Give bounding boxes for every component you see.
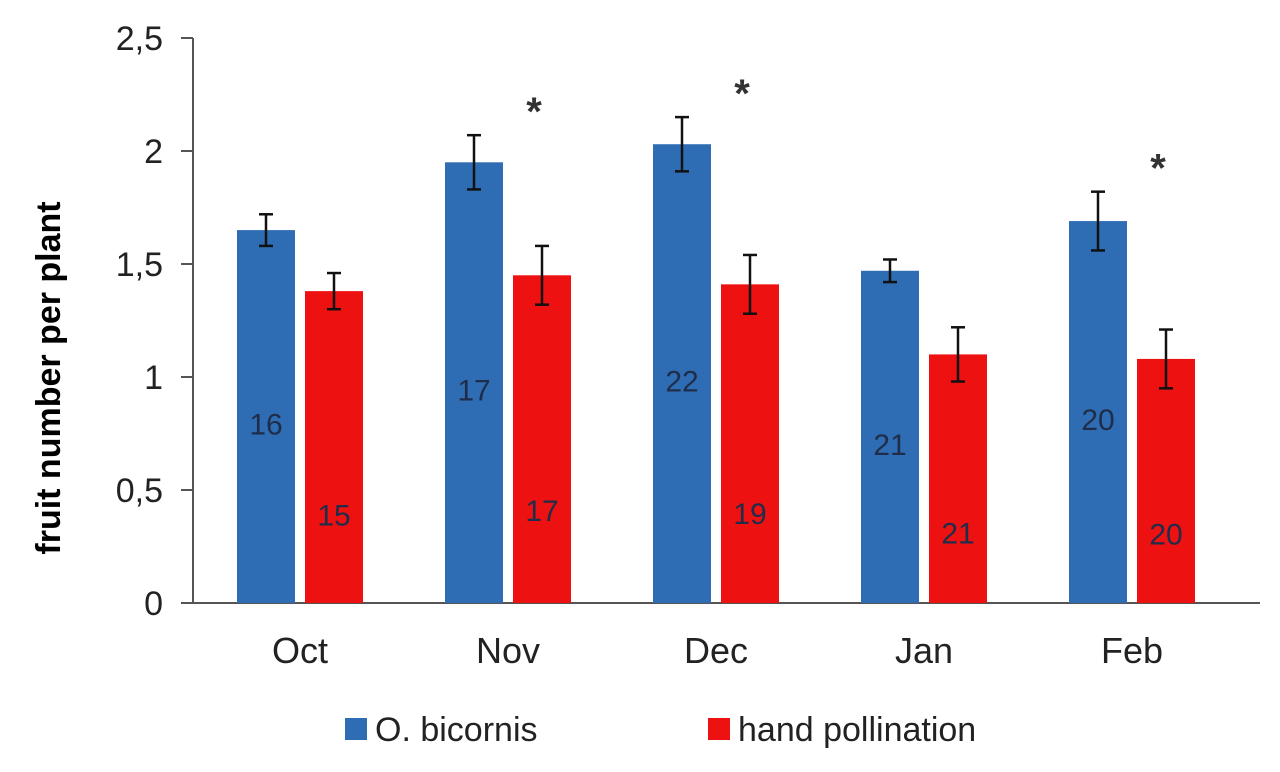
bar	[653, 144, 711, 603]
bar	[861, 270, 919, 603]
y-axis-label: fruit number per plant	[30, 201, 68, 554]
y-tick-label: 2,5	[116, 20, 163, 58]
bars: 16 15 17 17 * 22 19 * 21 21 20 20 *	[237, 72, 1195, 604]
bar-label: 22	[665, 366, 698, 399]
bar-label: 21	[873, 429, 906, 462]
bar	[237, 230, 295, 603]
legend: O. bicornis hand pollination	[345, 711, 976, 749]
x-tick-label: Feb	[1101, 630, 1163, 671]
significance-marker: *	[526, 90, 542, 134]
x-axis: Oct Nov Dec Jan Feb	[193, 602, 1260, 671]
legend-label: hand pollination	[738, 711, 976, 749]
bar-label: 17	[457, 375, 490, 408]
bar	[445, 162, 503, 604]
legend-label: O. bicornis	[375, 711, 538, 749]
y-axis: 0 0,5 1 1,5 2 2,5	[116, 20, 194, 623]
y-tick-label: 1	[144, 359, 163, 397]
bar-label: 21	[941, 517, 974, 550]
significance-marker: *	[1150, 147, 1166, 191]
bar-label: 19	[733, 498, 766, 531]
y-tick-label: 0,5	[116, 472, 163, 510]
x-tick-label: Oct	[272, 630, 328, 671]
y-tick-label: 0	[144, 585, 163, 623]
legend-swatch	[345, 718, 367, 740]
x-tick-label: Jan	[895, 630, 953, 671]
y-tick-label: 2	[144, 133, 163, 171]
bar	[929, 354, 987, 603]
bar	[1137, 358, 1195, 603]
bar-label: 17	[525, 495, 558, 528]
bar-label: 15	[317, 500, 350, 533]
bar	[305, 291, 363, 603]
bar	[721, 284, 779, 603]
bar	[513, 275, 571, 603]
y-tick-label: 1,5	[116, 246, 163, 284]
bar-label: 20	[1081, 404, 1114, 437]
significance-marker: *	[734, 72, 750, 116]
legend-swatch	[708, 718, 730, 740]
x-tick-label: Nov	[476, 630, 540, 671]
bar	[1069, 221, 1127, 603]
bar-label: 20	[1149, 519, 1182, 552]
x-tick-label: Dec	[684, 630, 748, 671]
bar-label: 16	[249, 409, 282, 442]
